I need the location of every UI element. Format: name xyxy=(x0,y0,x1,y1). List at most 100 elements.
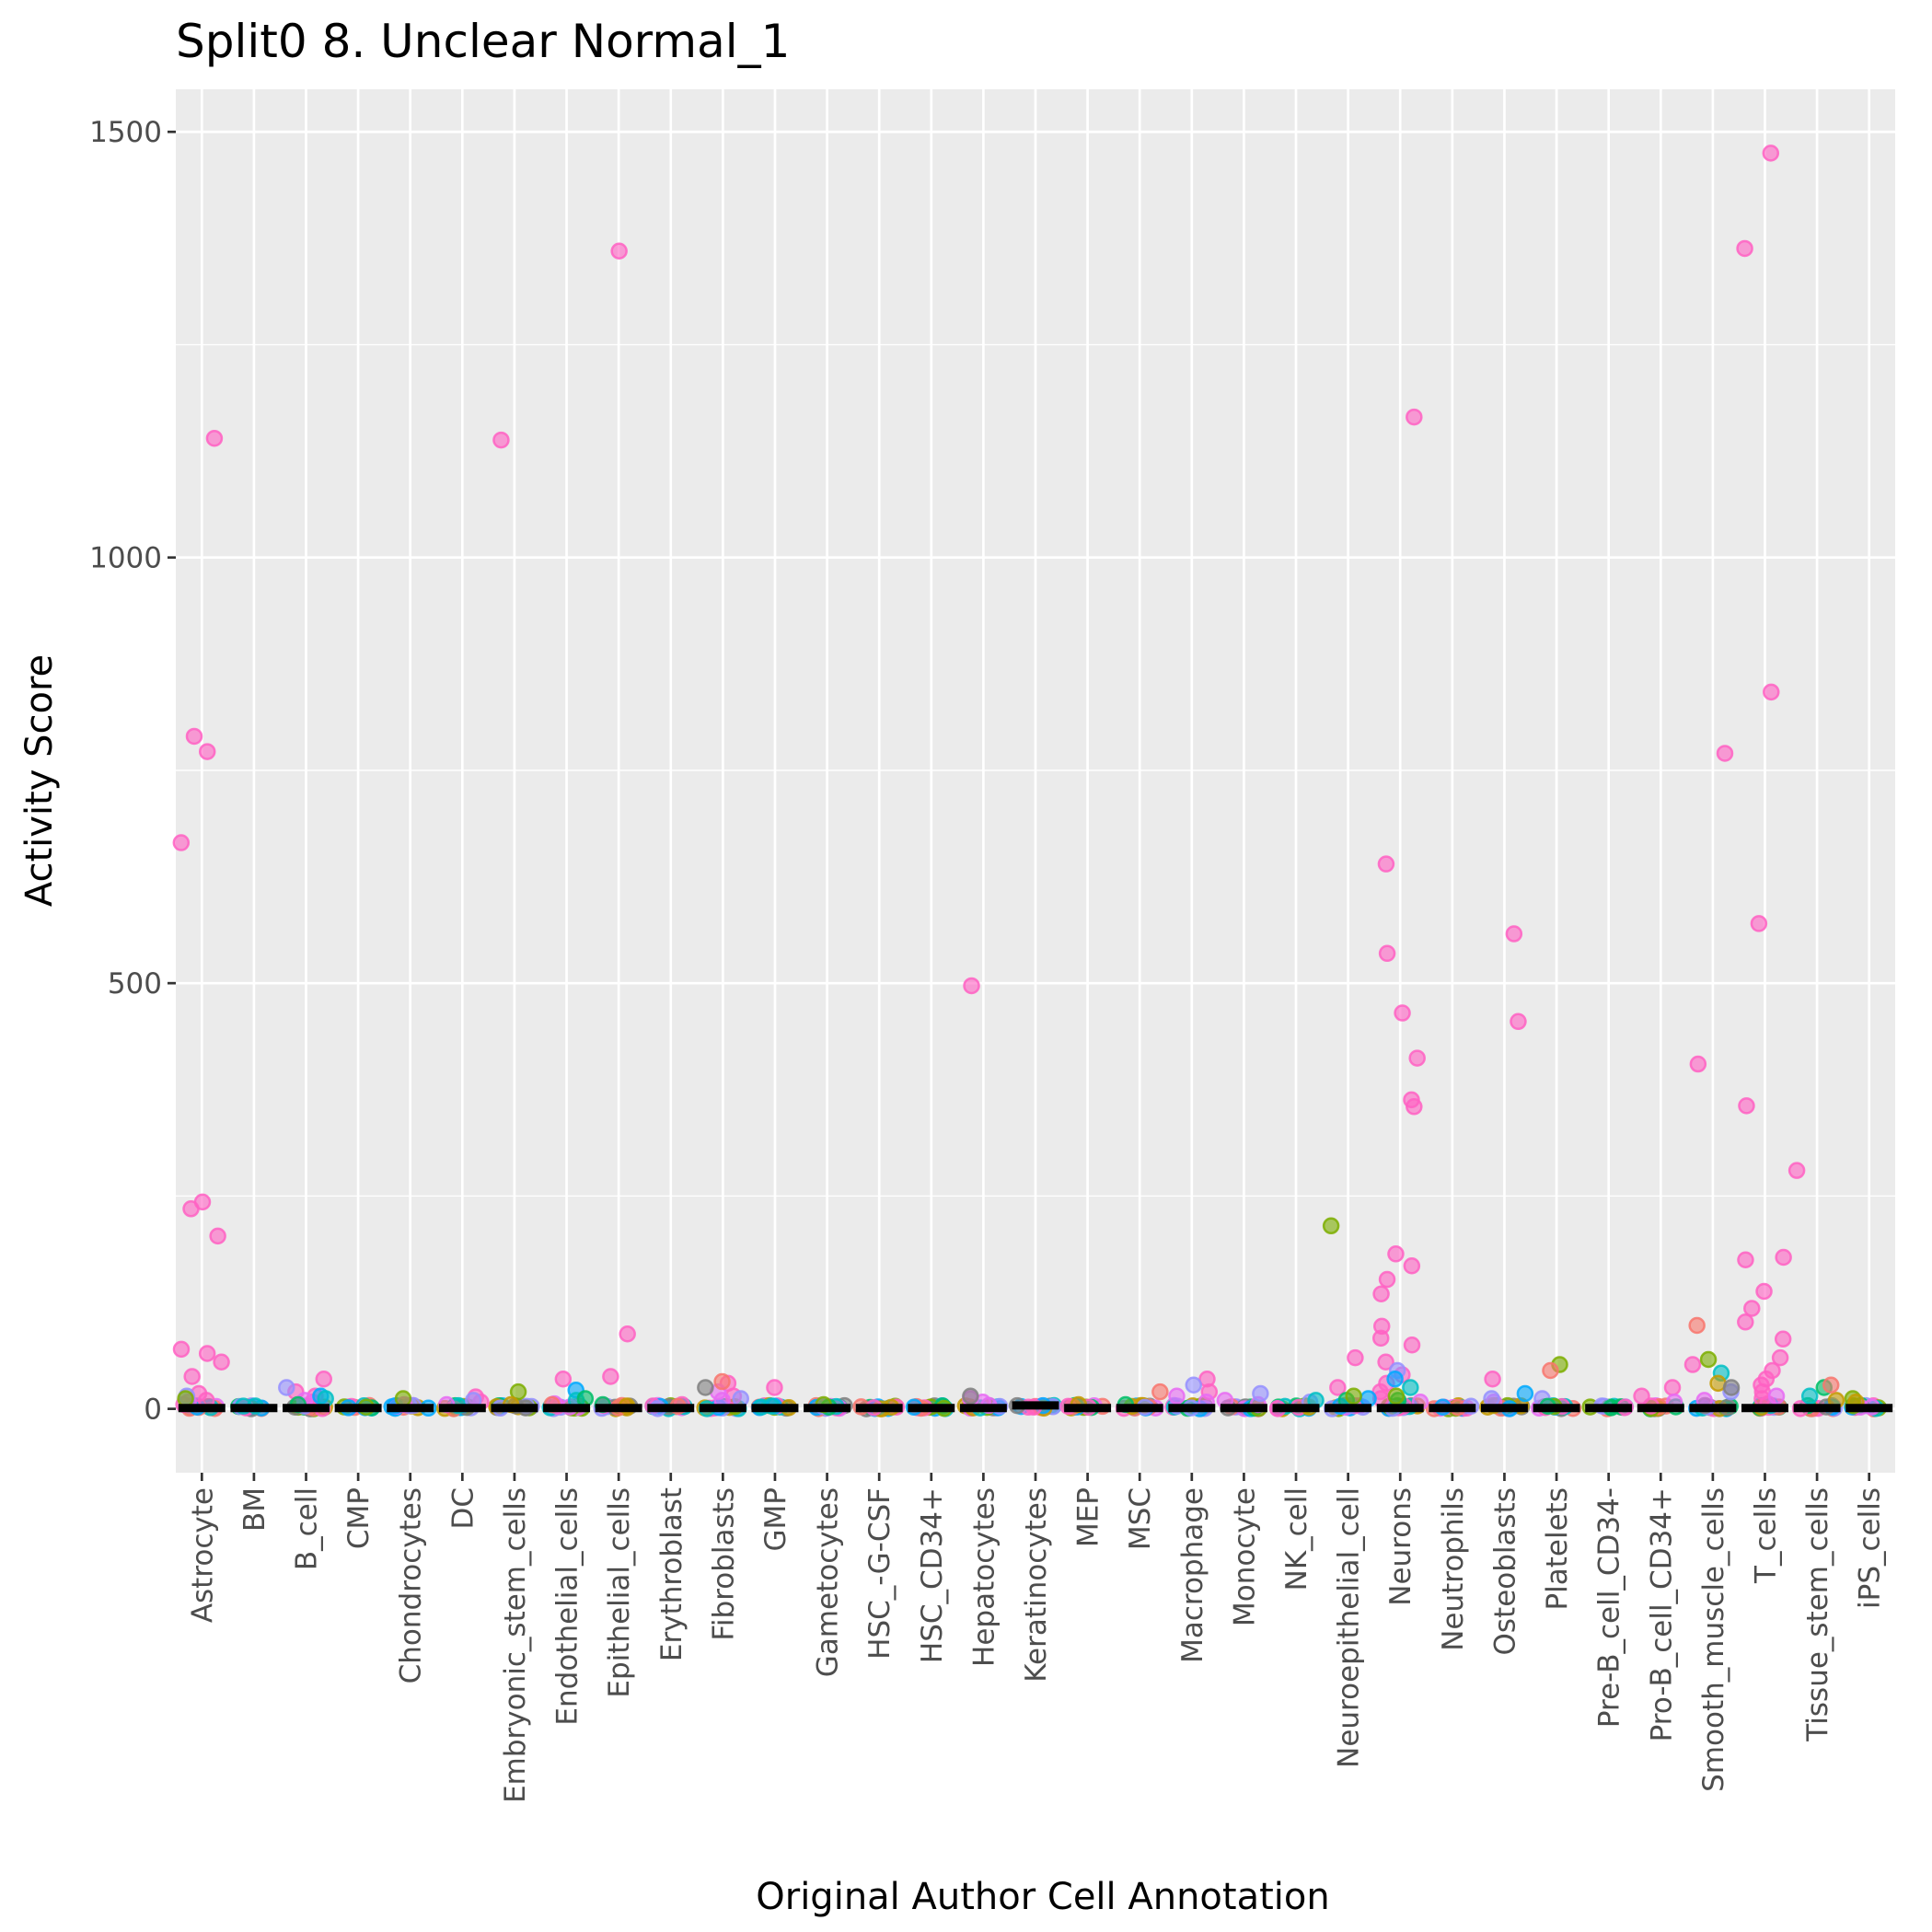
x-tick-label: Pro-B_cell_CD34+ xyxy=(1645,1487,1678,1741)
data-point xyxy=(492,431,510,449)
data-point xyxy=(177,1390,194,1407)
data-point xyxy=(713,1372,731,1391)
x-tick-label: CMP xyxy=(342,1487,376,1549)
data-point xyxy=(1775,1248,1792,1267)
x-tick-label: Macrophage xyxy=(1176,1487,1209,1663)
x-tick-label: Endothelial_cells xyxy=(551,1487,584,1726)
x-tick-label: iPS_cells xyxy=(1854,1487,1887,1609)
data-point xyxy=(172,1340,191,1359)
data-point xyxy=(962,1387,979,1406)
x-tick-label: HSC_-G-CSF xyxy=(863,1487,897,1660)
data-point xyxy=(1800,1387,1819,1406)
chart-title: Split0 8. Unclear Normal_1 xyxy=(176,15,790,68)
data-point xyxy=(183,1368,201,1385)
x-tick-label: Neutrophils xyxy=(1437,1487,1470,1651)
x-tick-label: Smooth_muscle_cells xyxy=(1697,1487,1730,1792)
data-point xyxy=(1755,1282,1773,1301)
y-axis-title: Activity Score xyxy=(18,654,61,907)
data-point xyxy=(1505,925,1523,943)
x-tick-label: Embryonic_stem_cells xyxy=(499,1487,532,1803)
data-point xyxy=(1787,1162,1806,1179)
data-point xyxy=(1542,1361,1559,1380)
x-axis-title: Original Author Cell Annotation xyxy=(756,1876,1329,1918)
x-tick-label: Fibroblasts xyxy=(707,1487,740,1641)
x-tick-label: Platelets xyxy=(1541,1487,1574,1611)
data-point xyxy=(278,1379,295,1396)
data-point xyxy=(1406,408,1423,426)
x-tick-label: NK_cell xyxy=(1280,1487,1313,1591)
x-tick-label: Neuroepithelial_cell xyxy=(1333,1487,1366,1768)
data-point xyxy=(1377,1353,1394,1371)
data-point xyxy=(1737,1313,1754,1331)
y-tick-label: 1000 xyxy=(89,542,162,575)
x-axis: Astrocyte BM B_cell CMP Chondrocytes DC Embryo… xyxy=(186,1473,1887,1803)
data-point xyxy=(1510,1012,1527,1031)
x-tick-label: Chondrocytes xyxy=(395,1487,428,1683)
y-tick-label: 0 xyxy=(144,1394,162,1427)
data-point xyxy=(1403,1336,1421,1354)
data-point xyxy=(1408,1049,1426,1067)
data-point xyxy=(317,1390,334,1407)
data-point xyxy=(1386,1371,1404,1388)
x-tick-label: Monocyte xyxy=(1228,1487,1261,1626)
data-point xyxy=(1736,239,1753,258)
x-tick-label: Epithelial_cells xyxy=(603,1487,636,1698)
data-point xyxy=(198,1345,216,1362)
data-point xyxy=(1345,1387,1362,1406)
data-point xyxy=(1663,1379,1682,1396)
x-tick-label: Hepatocytes xyxy=(967,1487,1001,1667)
data-point xyxy=(963,977,980,995)
grid-major xyxy=(176,89,1895,1473)
data-point xyxy=(394,1390,412,1407)
x-tick-label: MEP xyxy=(1072,1487,1105,1547)
data-point xyxy=(1722,1379,1741,1396)
data-point xyxy=(576,1390,595,1407)
data-point xyxy=(1371,1329,1390,1348)
data-point xyxy=(1387,1387,1406,1406)
data-point xyxy=(610,242,628,260)
data-point xyxy=(1387,1245,1405,1263)
x-tick-label: Neurons xyxy=(1384,1487,1417,1606)
data-point xyxy=(1378,944,1396,963)
data-point xyxy=(205,429,224,447)
data-point xyxy=(1737,1251,1754,1269)
data-point xyxy=(1688,1316,1706,1335)
data-point xyxy=(1763,683,1780,701)
data-point xyxy=(766,1379,783,1396)
data-point xyxy=(1377,855,1395,873)
data-point xyxy=(1750,915,1768,932)
data-point xyxy=(209,1227,226,1245)
data-point xyxy=(1716,745,1734,762)
data-point xyxy=(1699,1350,1718,1369)
data-point xyxy=(1516,1384,1534,1403)
data-point xyxy=(1322,1217,1340,1235)
data-point xyxy=(1378,1270,1396,1289)
x-tick-label: MSC xyxy=(1124,1487,1157,1550)
x-tick-label: Osteoblasts xyxy=(1488,1487,1521,1656)
data-point xyxy=(1168,1387,1186,1406)
data-point xyxy=(1762,145,1780,162)
data-point xyxy=(1402,1379,1419,1396)
x-tick-label: Tissue_stem_cells xyxy=(1801,1487,1834,1742)
data-point xyxy=(554,1371,573,1388)
data-point xyxy=(732,1390,750,1407)
data-point xyxy=(1403,1256,1421,1275)
y-axis: 0 500 1000 1500 xyxy=(89,116,176,1427)
data-point xyxy=(172,834,191,851)
data-point xyxy=(1372,1285,1390,1303)
data-point xyxy=(1483,1390,1500,1407)
median-markers xyxy=(178,1401,1893,1413)
data-point xyxy=(1151,1382,1169,1401)
data-point xyxy=(213,1353,230,1371)
data-point xyxy=(1347,1348,1364,1367)
data-point xyxy=(697,1379,714,1396)
x-tick-label: Pre-B_cell_CD34- xyxy=(1593,1487,1626,1728)
x-tick-label: HSC_CD34+ xyxy=(916,1487,949,1663)
x-tick-label: Keratinocytes xyxy=(1020,1487,1053,1683)
data-point xyxy=(1484,1371,1501,1388)
data-point xyxy=(1359,1390,1377,1407)
x-tick-label: Gametocytes xyxy=(812,1487,845,1677)
data-point xyxy=(198,743,216,760)
data-point xyxy=(1774,1330,1792,1348)
